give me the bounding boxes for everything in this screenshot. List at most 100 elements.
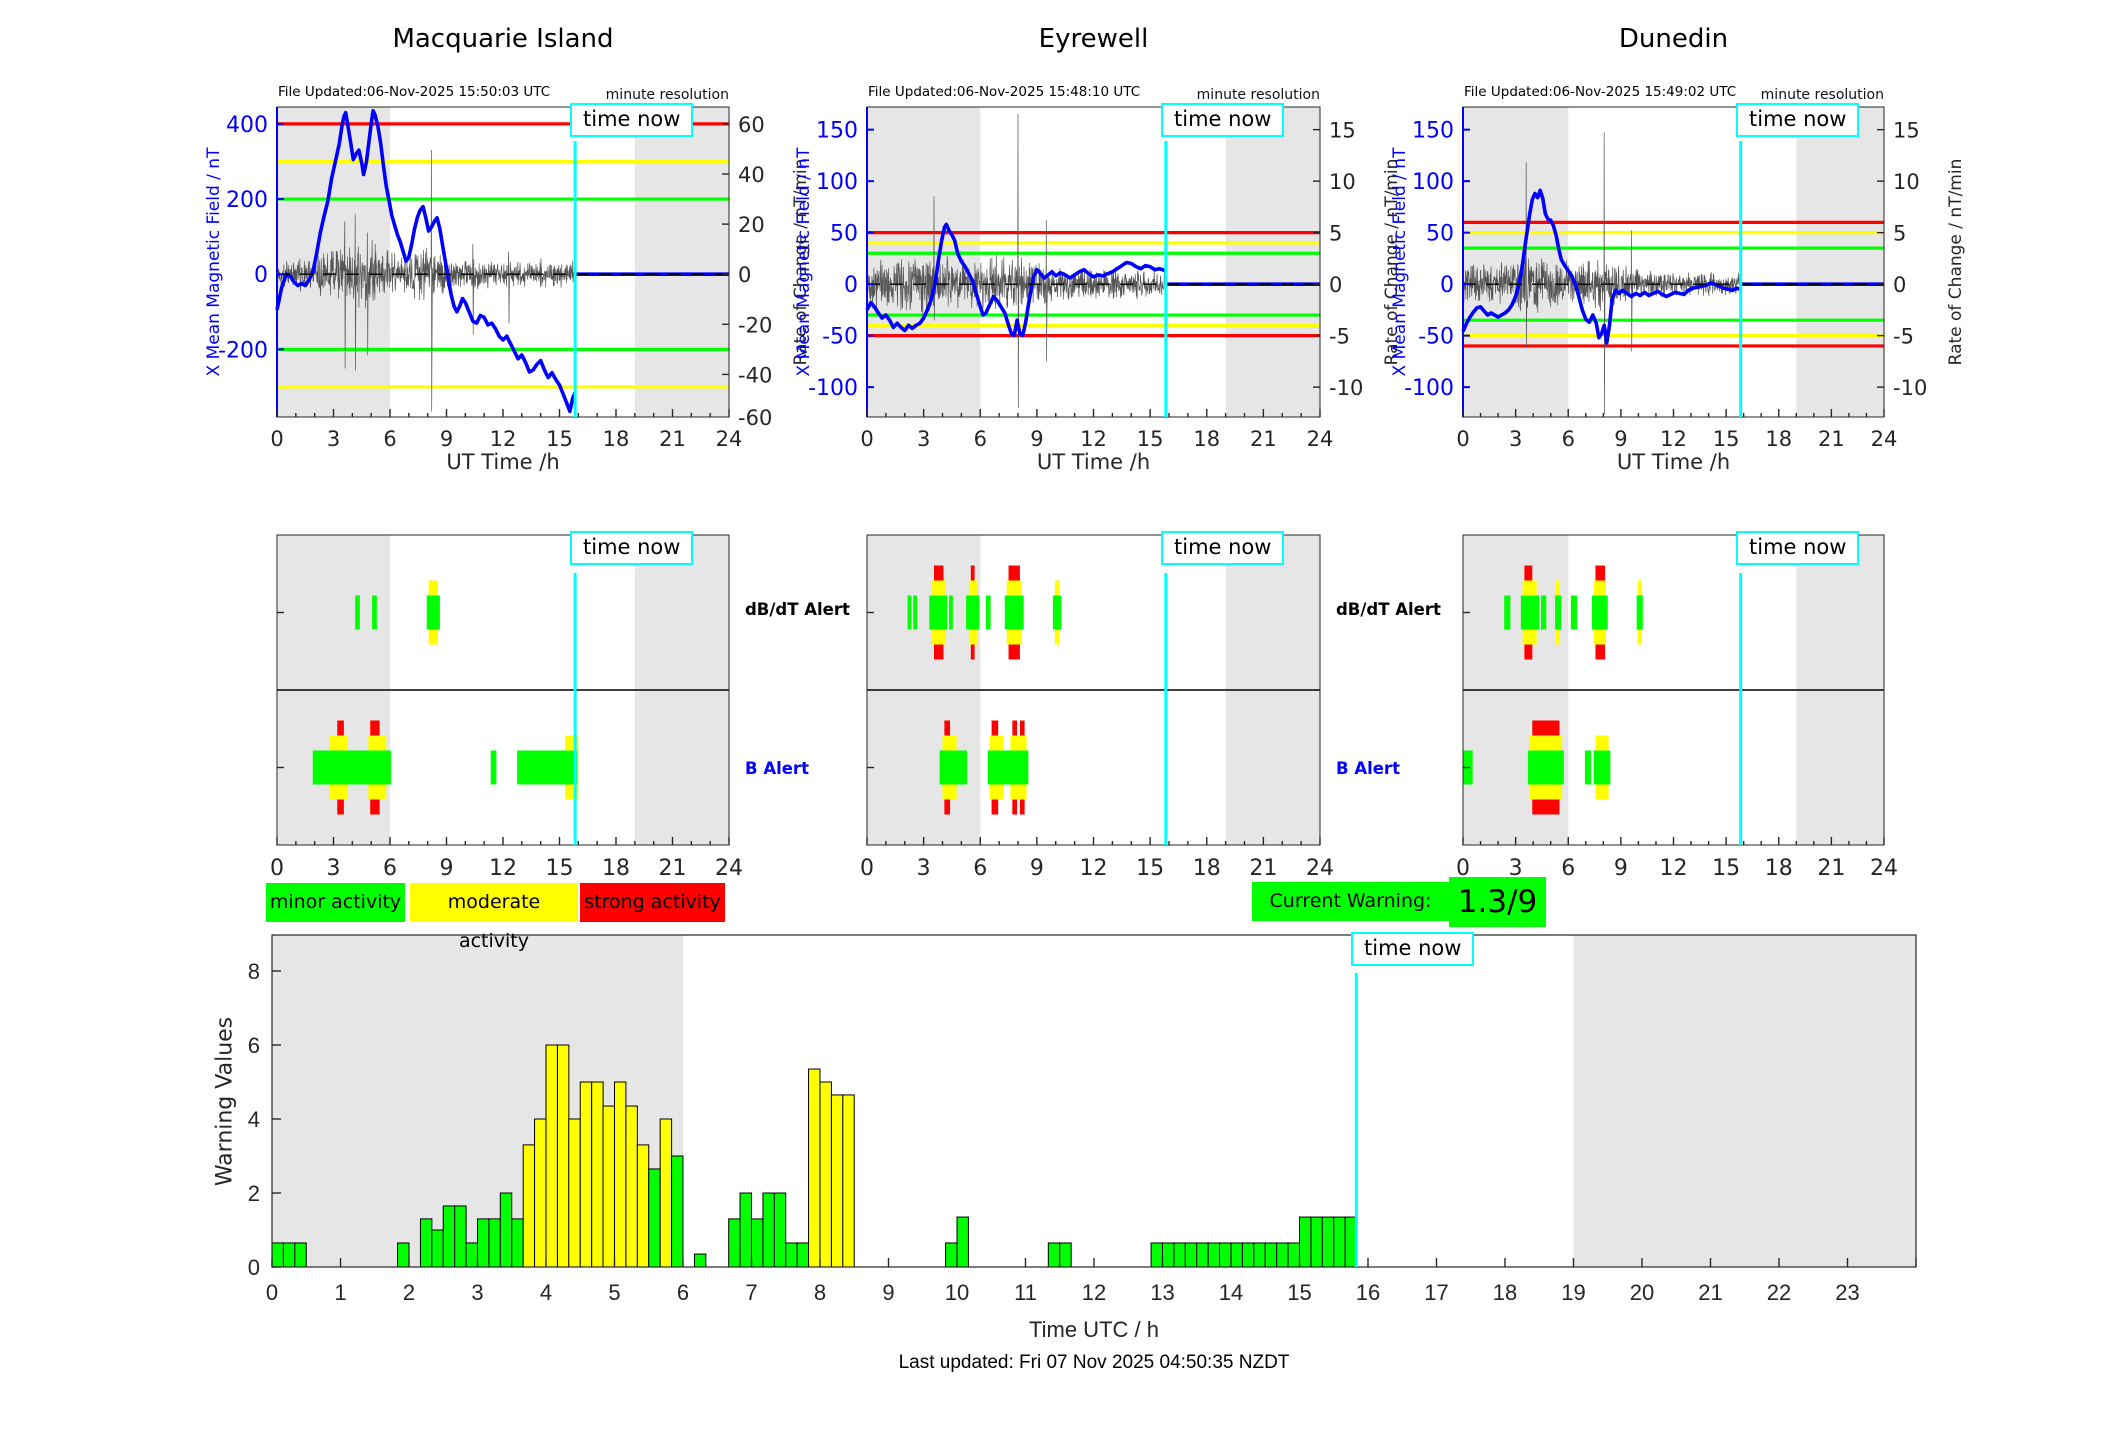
svg-text:11: 11 [1014, 1280, 1037, 1305]
svg-text:5: 5 [608, 1280, 620, 1305]
svg-text:9: 9 [1614, 856, 1628, 881]
time-utc-axis-label: Time UTC / h [1029, 1317, 1159, 1342]
svg-text:2: 2 [403, 1280, 415, 1305]
time-now-flag: time now [570, 103, 694, 137]
svg-text:18: 18 [1193, 427, 1220, 451]
dbdt-alert-label: dB/dT Alert [1336, 600, 1441, 619]
dbdt-alert-label: dB/dT Alert [745, 600, 850, 619]
svg-text:21: 21 [1817, 856, 1845, 881]
svg-text:5: 5 [1329, 222, 1342, 246]
svg-text:X Mean Magnetic Field / nT: X Mean Magnetic Field / nT [204, 147, 224, 377]
svg-text:15: 15 [1893, 119, 1920, 143]
svg-text:6: 6 [973, 856, 987, 881]
svg-text:24: 24 [716, 427, 743, 451]
svg-text:0: 0 [266, 1280, 278, 1305]
svg-text:1: 1 [334, 1280, 346, 1305]
svg-text:6: 6 [383, 427, 396, 451]
time-now-flag: time now [570, 531, 694, 565]
time-now-flag: time now [1736, 103, 1860, 137]
svg-text:-50: -50 [1418, 325, 1454, 350]
svg-text:12: 12 [1082, 1280, 1106, 1305]
file-updated-eyrewell: File Updated:06-Nov-2025 15:48:10 UTC [868, 84, 1141, 100]
svg-text:0: 0 [1456, 427, 1469, 451]
svg-text:100: 100 [816, 170, 858, 195]
svg-text:-40: -40 [738, 363, 772, 387]
svg-text:6: 6 [383, 856, 397, 881]
svg-text:15: 15 [1329, 119, 1356, 143]
svg-text:-5: -5 [1329, 325, 1350, 349]
svg-text:-60: -60 [738, 406, 772, 430]
svg-text:Rate of Change / nT/min: Rate of Change / nT/min [1382, 159, 1402, 366]
svg-text:9: 9 [440, 856, 454, 881]
svg-text:21: 21 [1818, 427, 1845, 451]
svg-text:3: 3 [471, 1280, 483, 1305]
svg-text:20: 20 [738, 213, 765, 237]
svg-text:20: 20 [1630, 1280, 1654, 1305]
svg-text:-200: -200 [218, 338, 268, 363]
station-2-alert-panel: 0 3 6 9 12 15 18 21 24 [1456, 534, 1898, 881]
svg-text:6: 6 [974, 427, 987, 451]
svg-text:60: 60 [738, 113, 765, 137]
svg-text:15: 15 [1136, 856, 1164, 881]
svg-text:9: 9 [882, 1280, 894, 1305]
svg-text:9: 9 [1030, 856, 1044, 881]
svg-text:23: 23 [1835, 1280, 1859, 1305]
station-title-dunedin: Dunedin [1618, 24, 1729, 54]
svg-text:9: 9 [1614, 427, 1627, 451]
svg-text:24: 24 [1307, 427, 1334, 451]
svg-text:22: 22 [1767, 1280, 1791, 1305]
svg-text:15: 15 [546, 427, 573, 451]
svg-text:12: 12 [1660, 427, 1687, 451]
minute-resolution-note: minute resolution [1196, 87, 1320, 103]
ut-time-axis-label: UT Time /h [446, 450, 560, 474]
svg-text:12: 12 [489, 856, 517, 881]
file-updated-dunedin: File Updated:06-Nov-2025 15:49:02 UTC [1464, 84, 1737, 100]
warning-values-axis-label: Warning Values [212, 1016, 238, 1187]
legend-strong-activity: strong activity [580, 883, 725, 922]
svg-text:-100: -100 [808, 376, 858, 401]
svg-text:10: 10 [945, 1280, 969, 1305]
station-1-alert-panel: 0 3 6 9 12 15 18 21 24 [860, 534, 1334, 881]
svg-text:9: 9 [440, 427, 453, 451]
minute-resolution-note: minute resolution [1760, 87, 1884, 103]
svg-text:-10: -10 [1893, 376, 1927, 400]
svg-text:12: 12 [1080, 427, 1107, 451]
svg-text:12: 12 [1080, 856, 1108, 881]
svg-text:12: 12 [1660, 856, 1688, 881]
svg-text:40: 40 [738, 163, 765, 187]
svg-text:14: 14 [1219, 1280, 1243, 1305]
svg-text:150: 150 [816, 119, 858, 144]
svg-text:16: 16 [1356, 1280, 1380, 1305]
svg-text:8: 8 [814, 1280, 826, 1305]
svg-text:-50: -50 [822, 325, 858, 350]
svg-text:0: 0 [248, 1255, 260, 1280]
svg-text:150: 150 [1412, 119, 1454, 144]
svg-text:3: 3 [1509, 427, 1522, 451]
svg-text:15: 15 [1713, 427, 1740, 451]
svg-text:0: 0 [1893, 273, 1906, 297]
svg-text:3: 3 [327, 856, 341, 881]
current-warning-value: 1.3/9 [1449, 877, 1546, 927]
svg-text:Rate of Change / nT/min: Rate of Change / nT/min [1946, 159, 1966, 366]
time-now-flag: time now [1736, 531, 1860, 565]
svg-text:15: 15 [1712, 856, 1740, 881]
svg-text:4: 4 [248, 1107, 260, 1132]
svg-text:7: 7 [745, 1280, 757, 1305]
svg-text:9: 9 [1030, 427, 1043, 451]
ut-time-axis-label: UT Time /h [1616, 450, 1731, 474]
svg-text:3: 3 [1509, 856, 1523, 881]
last-updated-text: Last updated: Fri 07 Nov 2025 04:50:35 N… [898, 1352, 1290, 1373]
svg-text:0: 0 [844, 273, 858, 298]
svg-text:21: 21 [1698, 1280, 1722, 1305]
svg-text:0: 0 [860, 427, 873, 451]
svg-text:100: 100 [1412, 170, 1454, 195]
b-alert-label: B Alert [745, 759, 809, 778]
svg-text:0: 0 [1329, 273, 1342, 297]
svg-text:21: 21 [659, 427, 686, 451]
legend-moderate-activity: moderate activity [410, 883, 578, 952]
time-now-flag: time now [1161, 531, 1285, 565]
svg-text:400: 400 [226, 113, 268, 138]
svg-text:24: 24 [1871, 427, 1898, 451]
